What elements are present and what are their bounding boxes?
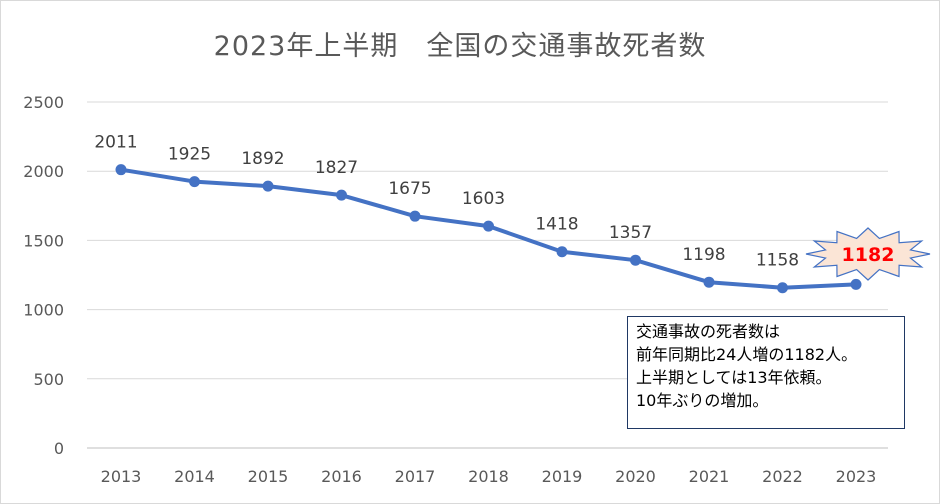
x-tick-label: 2018 <box>468 467 509 486</box>
x-tick-label: 2022 <box>762 467 803 486</box>
data-label: 1158 <box>756 251 799 271</box>
data-label-highlight: 1182 <box>842 244 895 266</box>
annotation-line-2: 前年同期比24人増の1182人。 <box>636 345 858 364</box>
y-tick-label: 2500 <box>23 93 64 112</box>
x-tick-label: 2013 <box>101 467 142 486</box>
highlight-star <box>805 227 931 281</box>
data-label: 1603 <box>462 189 505 209</box>
data-point <box>409 210 421 222</box>
data-point <box>336 189 347 201</box>
chart-title: 2023年上半期 全国の交通事故死者数 <box>213 31 707 62</box>
data-point <box>189 176 200 188</box>
x-tick-label: 2015 <box>248 467 289 486</box>
data-point <box>115 164 127 176</box>
x-tick-label: 2021 <box>689 467 730 486</box>
data-label: 2011 <box>94 133 137 153</box>
x-tick-label: 2019 <box>542 467 583 486</box>
x-tick-label: 2017 <box>395 467 436 486</box>
data-label: 1925 <box>168 145 211 165</box>
data-point <box>777 282 788 294</box>
annotation-line-4: 10年ぶりの増加。 <box>636 391 769 410</box>
x-tick-label: 2014 <box>174 467 215 486</box>
data-label: 1892 <box>241 149 284 169</box>
data-label: 1827 <box>315 158 358 178</box>
annotation-box: 交通事故の死者数は 前年同期比24人増の1182人。 上半期としては13年依頼。… <box>627 316 905 429</box>
data-point <box>262 180 274 192</box>
x-tick-label: 2020 <box>615 467 656 486</box>
data-label: 1675 <box>388 179 431 199</box>
data-point <box>850 278 862 290</box>
data-point <box>703 276 715 288</box>
y-tick-label: 1500 <box>23 231 64 250</box>
data-point <box>483 220 494 232</box>
y-tick-label: 0 <box>54 439 64 458</box>
data-label: 1357 <box>609 223 652 243</box>
y-tick-label: 2000 <box>23 162 64 181</box>
x-tick-label: 2016 <box>321 467 362 486</box>
data-point <box>630 254 641 266</box>
data-point <box>556 246 568 258</box>
data-label: 1418 <box>535 215 578 235</box>
data-label: 1198 <box>682 245 725 265</box>
annotation-line-1: 交通事故の死者数は <box>636 322 781 341</box>
annotation-line-3: 上半期としては13年依頼。 <box>636 368 832 387</box>
x-tick-label: 2023 <box>836 467 877 486</box>
y-tick-label: 1000 <box>23 301 64 320</box>
y-tick-label: 500 <box>33 370 64 389</box>
